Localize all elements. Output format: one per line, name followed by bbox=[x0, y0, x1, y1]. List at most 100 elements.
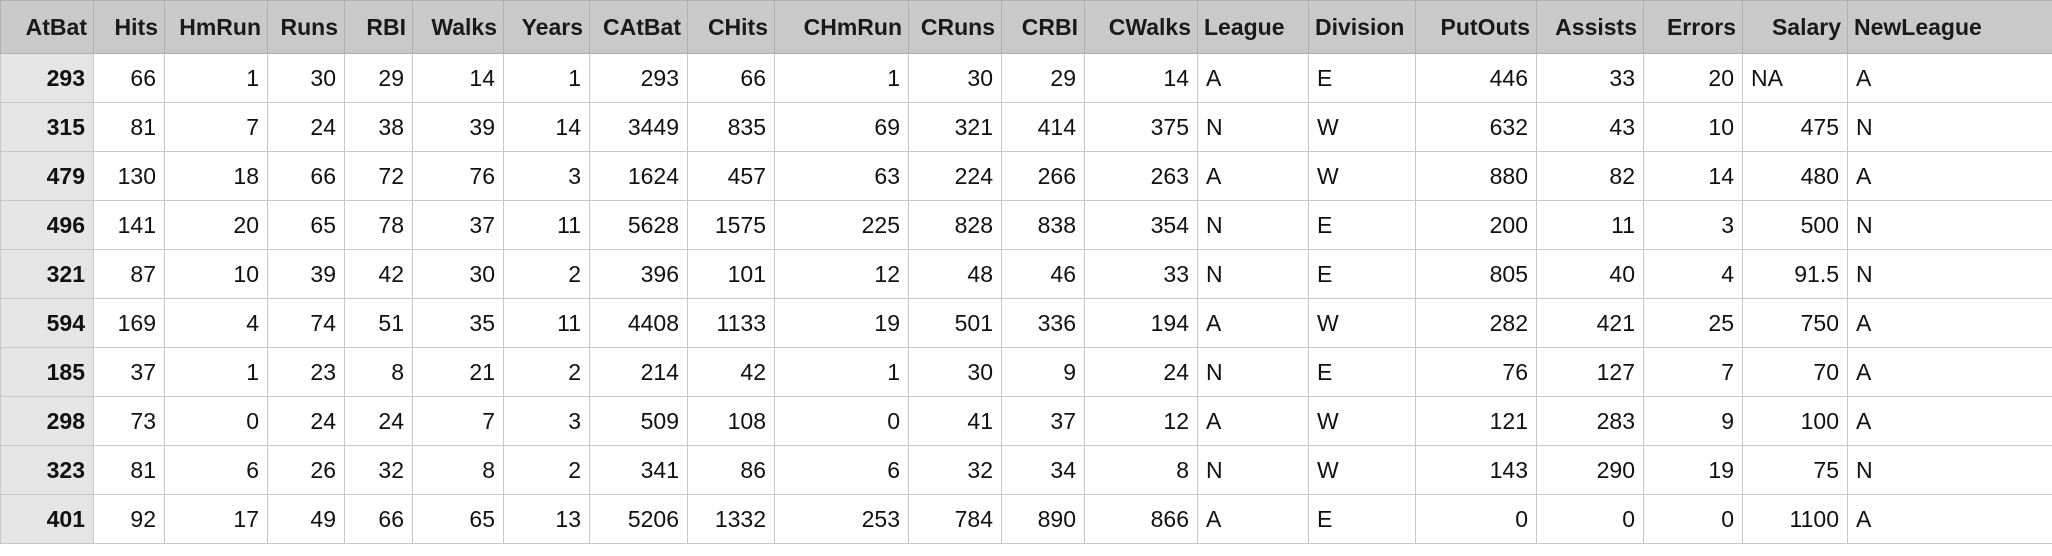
cell-chmrun[interactable]: 69 bbox=[774, 102, 909, 152]
cell-newleague[interactable]: A bbox=[1847, 347, 2052, 397]
cell-chits[interactable]: 108 bbox=[687, 396, 775, 446]
cell-assists[interactable]: 11 bbox=[1536, 200, 1644, 250]
column-header-newleague[interactable]: NewLeague bbox=[1847, 0, 2052, 54]
cell-rbi[interactable]: 8 bbox=[344, 347, 413, 397]
cell-assists[interactable]: 283 bbox=[1536, 396, 1644, 446]
cell-hits[interactable]: 92 bbox=[93, 494, 165, 544]
cell-errors[interactable]: 20 bbox=[1643, 53, 1743, 103]
cell-putouts[interactable]: 200 bbox=[1415, 200, 1537, 250]
cell-chits[interactable]: 42 bbox=[687, 347, 775, 397]
cell-years[interactable]: 2 bbox=[503, 445, 590, 495]
column-header-league[interactable]: League bbox=[1197, 0, 1309, 54]
column-header-salary[interactable]: Salary bbox=[1742, 0, 1848, 54]
cell-atbat[interactable]: 401 bbox=[0, 494, 94, 544]
cell-cruns[interactable]: 501 bbox=[908, 298, 1002, 348]
cell-atbat[interactable]: 315 bbox=[0, 102, 94, 152]
cell-cwalks[interactable]: 866 bbox=[1084, 494, 1198, 544]
column-header-catbat[interactable]: CAtBat bbox=[589, 0, 688, 54]
cell-years[interactable]: 2 bbox=[503, 347, 590, 397]
cell-newleague[interactable]: N bbox=[1847, 200, 2052, 250]
cell-assists[interactable]: 33 bbox=[1536, 53, 1644, 103]
column-header-atbat[interactable]: AtBat bbox=[0, 0, 94, 54]
cell-atbat[interactable]: 479 bbox=[0, 151, 94, 201]
cell-putouts[interactable]: 446 bbox=[1415, 53, 1537, 103]
column-header-division[interactable]: Division bbox=[1308, 0, 1416, 54]
column-header-years[interactable]: Years bbox=[503, 0, 590, 54]
column-header-rbi[interactable]: RBI bbox=[344, 0, 413, 54]
cell-atbat[interactable]: 293 bbox=[0, 53, 94, 103]
cell-runs[interactable]: 23 bbox=[267, 347, 345, 397]
column-header-errors[interactable]: Errors bbox=[1643, 0, 1743, 54]
cell-rbi[interactable]: 29 bbox=[344, 53, 413, 103]
cell-league[interactable]: N bbox=[1197, 200, 1309, 250]
cell-cwalks[interactable]: 263 bbox=[1084, 151, 1198, 201]
cell-assists[interactable]: 40 bbox=[1536, 249, 1644, 299]
cell-salary[interactable]: 500 bbox=[1742, 200, 1848, 250]
cell-division[interactable]: W bbox=[1308, 151, 1416, 201]
column-header-runs[interactable]: Runs bbox=[267, 0, 345, 54]
cell-assists[interactable]: 421 bbox=[1536, 298, 1644, 348]
cell-putouts[interactable]: 121 bbox=[1415, 396, 1537, 446]
cell-putouts[interactable]: 0 bbox=[1415, 494, 1537, 544]
cell-chmrun[interactable]: 1 bbox=[774, 347, 909, 397]
cell-walks[interactable]: 76 bbox=[412, 151, 504, 201]
cell-catbat[interactable]: 341 bbox=[589, 445, 688, 495]
cell-hits[interactable]: 73 bbox=[93, 396, 165, 446]
cell-hmrun[interactable]: 6 bbox=[164, 445, 268, 495]
cell-walks[interactable]: 21 bbox=[412, 347, 504, 397]
cell-catbat[interactable]: 5206 bbox=[589, 494, 688, 544]
cell-atbat[interactable]: 323 bbox=[0, 445, 94, 495]
cell-division[interactable]: E bbox=[1308, 249, 1416, 299]
cell-division[interactable]: W bbox=[1308, 445, 1416, 495]
cell-errors[interactable]: 10 bbox=[1643, 102, 1743, 152]
cell-rbi[interactable]: 51 bbox=[344, 298, 413, 348]
cell-cruns[interactable]: 48 bbox=[908, 249, 1002, 299]
cell-league[interactable]: N bbox=[1197, 445, 1309, 495]
cell-runs[interactable]: 65 bbox=[267, 200, 345, 250]
cell-salary[interactable]: 480 bbox=[1742, 151, 1848, 201]
cell-newleague[interactable]: A bbox=[1847, 151, 2052, 201]
cell-newleague[interactable]: N bbox=[1847, 445, 2052, 495]
cell-hits[interactable]: 130 bbox=[93, 151, 165, 201]
cell-runs[interactable]: 24 bbox=[267, 102, 345, 152]
cell-chits[interactable]: 66 bbox=[687, 53, 775, 103]
cell-atbat[interactable]: 594 bbox=[0, 298, 94, 348]
cell-cruns[interactable]: 30 bbox=[908, 53, 1002, 103]
cell-errors[interactable]: 14 bbox=[1643, 151, 1743, 201]
cell-league[interactable]: N bbox=[1197, 347, 1309, 397]
cell-league[interactable]: A bbox=[1197, 53, 1309, 103]
cell-errors[interactable]: 19 bbox=[1643, 445, 1743, 495]
cell-assists[interactable]: 82 bbox=[1536, 151, 1644, 201]
cell-putouts[interactable]: 880 bbox=[1415, 151, 1537, 201]
cell-errors[interactable]: 7 bbox=[1643, 347, 1743, 397]
cell-chits[interactable]: 457 bbox=[687, 151, 775, 201]
cell-errors[interactable]: 25 bbox=[1643, 298, 1743, 348]
cell-league[interactable]: A bbox=[1197, 494, 1309, 544]
cell-assists[interactable]: 127 bbox=[1536, 347, 1644, 397]
column-header-walks[interactable]: Walks bbox=[412, 0, 504, 54]
cell-chits[interactable]: 835 bbox=[687, 102, 775, 152]
cell-errors[interactable]: 4 bbox=[1643, 249, 1743, 299]
cell-division[interactable]: E bbox=[1308, 494, 1416, 544]
cell-runs[interactable]: 39 bbox=[267, 249, 345, 299]
cell-salary[interactable]: 100 bbox=[1742, 396, 1848, 446]
cell-newleague[interactable]: N bbox=[1847, 249, 2052, 299]
cell-errors[interactable]: 9 bbox=[1643, 396, 1743, 446]
cell-runs[interactable]: 26 bbox=[267, 445, 345, 495]
cell-division[interactable]: E bbox=[1308, 200, 1416, 250]
cell-cruns[interactable]: 41 bbox=[908, 396, 1002, 446]
cell-years[interactable]: 1 bbox=[503, 53, 590, 103]
cell-rbi[interactable]: 38 bbox=[344, 102, 413, 152]
cell-walks[interactable]: 39 bbox=[412, 102, 504, 152]
cell-cwalks[interactable]: 194 bbox=[1084, 298, 1198, 348]
cell-hits[interactable]: 169 bbox=[93, 298, 165, 348]
cell-walks[interactable]: 35 bbox=[412, 298, 504, 348]
cell-walks[interactable]: 7 bbox=[412, 396, 504, 446]
cell-division[interactable]: W bbox=[1308, 298, 1416, 348]
cell-crbi[interactable]: 838 bbox=[1001, 200, 1085, 250]
cell-division[interactable]: W bbox=[1308, 102, 1416, 152]
cell-walks[interactable]: 37 bbox=[412, 200, 504, 250]
cell-atbat[interactable]: 298 bbox=[0, 396, 94, 446]
cell-chmrun[interactable]: 253 bbox=[774, 494, 909, 544]
cell-years[interactable]: 13 bbox=[503, 494, 590, 544]
